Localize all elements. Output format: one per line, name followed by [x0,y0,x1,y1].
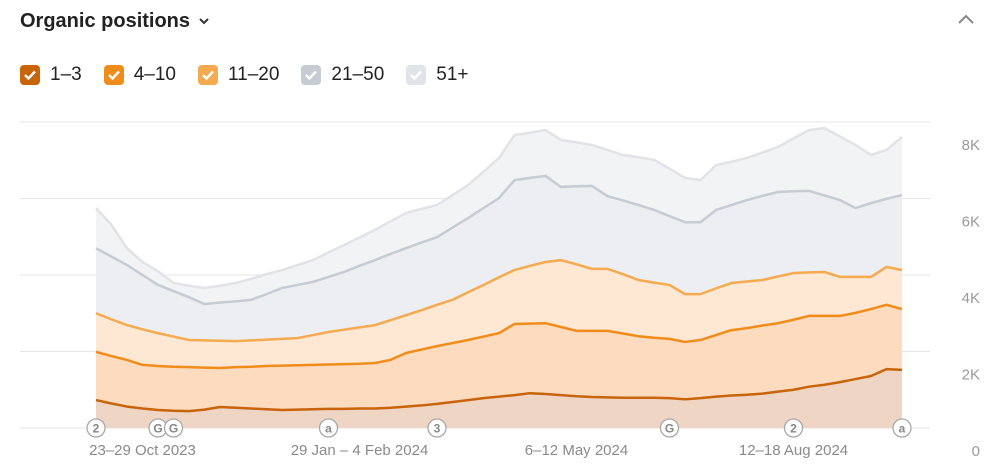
check-icon [305,70,318,81]
legend-item[interactable]: 4–10 [103,64,176,86]
y-tick-label: 8K [962,137,980,154]
event-marker-circle [659,418,680,438]
event-marker-circle [318,418,339,438]
line [95,303,903,370]
event-marker[interactable]: G [659,418,680,438]
legend-checkbox[interactable] [406,65,427,85]
event-marker[interactable]: 2 [783,418,804,438]
area [96,175,902,342]
legend-item[interactable]: 21–50 [301,64,384,86]
y-tick-label: 0 [972,443,980,460]
legend-item[interactable]: 1–3 [20,64,82,86]
check-icon [202,70,214,81]
area [96,128,902,305]
legend-item[interactable]: 51+ [406,64,469,86]
y-tick-label: 2K [962,367,980,384]
event-marker-circle [163,418,184,438]
area [96,369,902,428]
legend-checkbox[interactable] [20,65,40,85]
x-tick-label: 23–29 Oct 2023 [89,442,196,459]
event-marker-circle [427,418,447,438]
legend-checkbox[interactable] [103,65,124,85]
event-marker-circle [892,418,912,438]
line [95,126,903,290]
legend-item[interactable]: 11–20 [197,64,280,86]
check-icon [107,70,120,81]
legend-checkbox[interactable] [197,65,218,85]
line [95,258,903,343]
line [95,367,903,413]
event-marker-label: G [665,422,674,436]
event-marker-label: a [325,422,332,436]
event-marker-label: 2 [790,422,797,436]
area [96,260,902,368]
check-icon [24,70,36,81]
legend-label: 11–20 [227,64,280,85]
x-tick-label: 12–18 Aug 2024 [739,442,848,459]
event-marker-circle [86,418,106,438]
event-marker[interactable]: a [318,418,339,438]
line [95,174,903,306]
event-marker-label: G [153,422,162,436]
area [96,304,902,412]
event-marker-circle [783,418,804,438]
header[interactable]: Organic positions [20,10,210,33]
y-tick-label: 4K [962,290,980,307]
legend-label: 51+ [436,64,469,85]
x-tick-label: 29 Jan – 4 Feb 2024 [291,442,429,459]
event-marker[interactable]: G [163,418,184,438]
legend: 1–3 4–10 11–20 21–50 51+ [20,64,469,86]
collapse-icon[interactable] [956,12,976,26]
event-marker[interactable]: a [892,418,912,438]
legend-checkbox[interactable] [301,65,322,85]
event-marker[interactable]: 2 [86,418,106,438]
event-marker-label: a [899,422,906,436]
check-icon [410,70,423,81]
event-marker-label: G [169,422,178,436]
event-marker[interactable]: 3 [427,418,447,438]
x-tick-label: 6–12 May 2024 [525,442,628,459]
event-marker-label: 3 [434,422,441,436]
y-tick-label: 6K [962,214,980,231]
legend-label: 21–50 [331,64,385,85]
dropdown-icon [199,17,209,24]
legend-label: 1–3 [50,64,82,85]
legend-label: 4–10 [133,64,176,85]
chart-title: Organic positions [20,10,191,32]
event-marker-label: 2 [93,422,100,436]
